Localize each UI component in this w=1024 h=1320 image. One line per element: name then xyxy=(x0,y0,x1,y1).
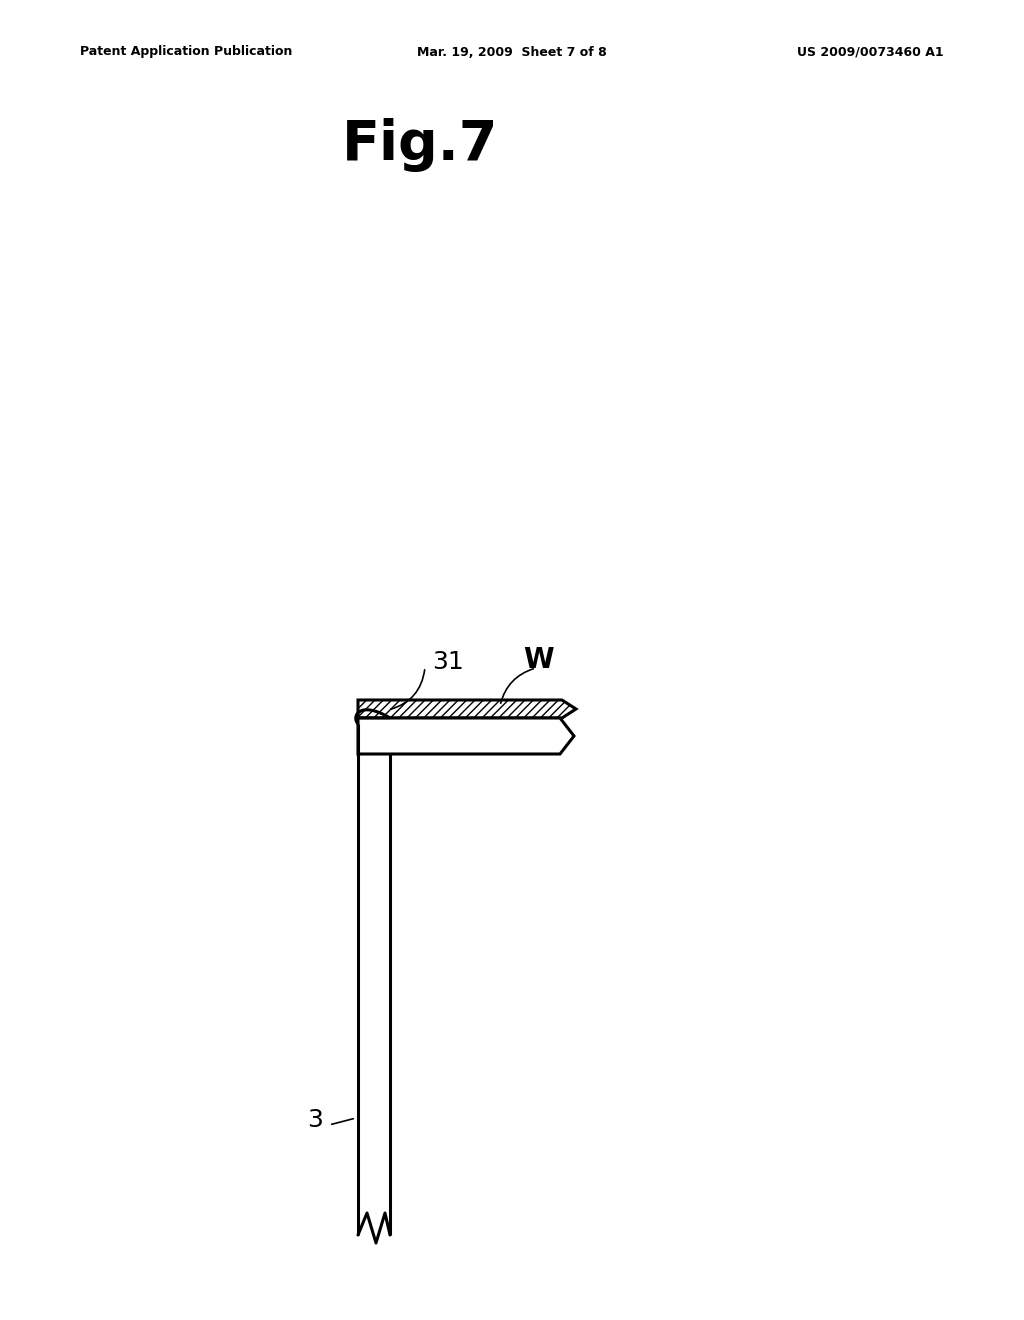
Text: 31: 31 xyxy=(432,649,464,675)
Text: US 2009/0073460 A1: US 2009/0073460 A1 xyxy=(798,45,944,58)
Polygon shape xyxy=(358,700,575,718)
Polygon shape xyxy=(358,718,574,754)
Text: Patent Application Publication: Patent Application Publication xyxy=(80,45,293,58)
Text: Fig.7: Fig.7 xyxy=(342,117,499,172)
Text: 3: 3 xyxy=(307,1107,323,1133)
Text: W: W xyxy=(522,645,553,675)
Text: Mar. 19, 2009  Sheet 7 of 8: Mar. 19, 2009 Sheet 7 of 8 xyxy=(417,45,607,58)
